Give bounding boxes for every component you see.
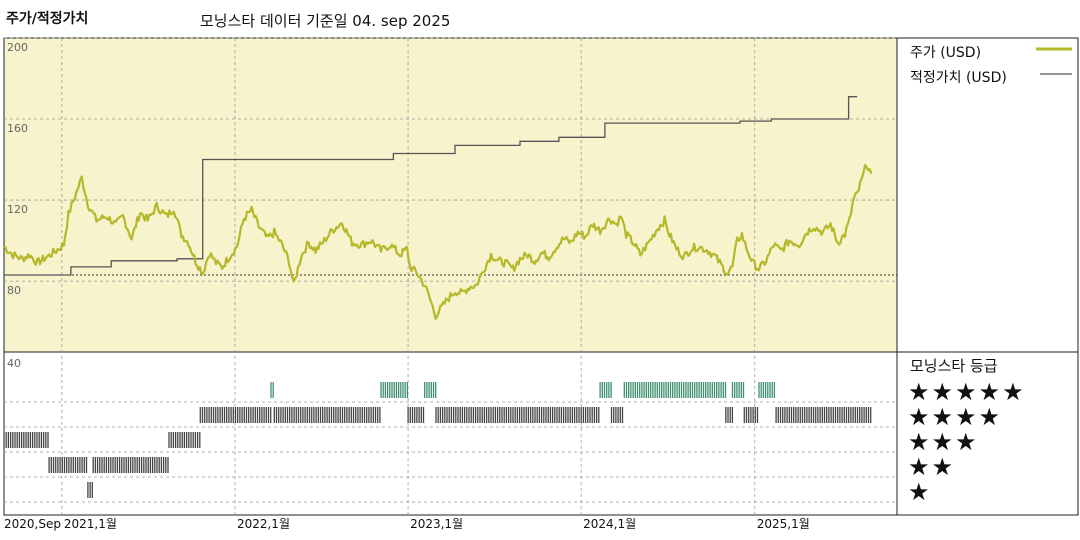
rating-segment	[775, 407, 872, 423]
rating-segment	[424, 382, 437, 398]
fair-value-line	[4, 96, 858, 276]
rating-segment	[743, 407, 759, 423]
x-tick-label: 2021,1월	[64, 517, 117, 531]
rating-segment	[758, 382, 776, 398]
rating-segment	[380, 382, 409, 398]
rating-segment	[270, 382, 274, 398]
rating-segment	[3, 432, 49, 448]
rating-segment	[168, 432, 201, 448]
chart-title: 주가/적정가치	[6, 11, 89, 27]
x-tick-label: 2023,1월	[410, 517, 463, 531]
rating-y-tick: 40	[7, 357, 21, 370]
rating-segment	[610, 407, 624, 423]
price-panel-bg	[4, 38, 897, 352]
rating-segment	[731, 382, 745, 398]
legend-price-label: 주가 (USD)	[910, 45, 982, 61]
legend-fair-label: 적정가치 (USD)	[910, 70, 1007, 86]
rating-level-4: ★★★★	[908, 403, 1003, 431]
rating-level-2: ★★	[908, 453, 956, 481]
rating-segment	[725, 407, 734, 423]
price-line	[3, 164, 873, 320]
rating-panel-title: 모닝스타 등급	[910, 357, 998, 375]
rating-segment	[48, 457, 88, 473]
y-tick-label: 120	[7, 203, 28, 216]
rating-segment	[435, 407, 600, 423]
x-tick-label: 2025,1월	[757, 517, 810, 531]
x-tick-label: 2020,Sep	[4, 517, 61, 531]
data-date-label: 모닝스타 데이터 기준일 04. sep 2025	[200, 12, 451, 30]
rating-segment	[599, 382, 612, 398]
y-tick-label: 80	[7, 284, 21, 297]
rating-segment	[273, 407, 381, 423]
rating-segment	[92, 457, 169, 473]
rating-segment	[407, 407, 425, 423]
x-tick-label: 2022,1월	[237, 517, 290, 531]
rating-segment	[623, 382, 727, 398]
rating-level-5: ★★★★★	[908, 378, 1026, 406]
y-tick-label: 160	[7, 122, 28, 135]
y-tick-label: 200	[7, 41, 28, 54]
rating-segment	[87, 482, 93, 498]
rating-segment	[199, 407, 272, 423]
rating-level-3: ★★★	[908, 428, 979, 456]
x-tick-label: 2024,1월	[583, 517, 636, 531]
rating-level-1: ★	[908, 478, 932, 506]
